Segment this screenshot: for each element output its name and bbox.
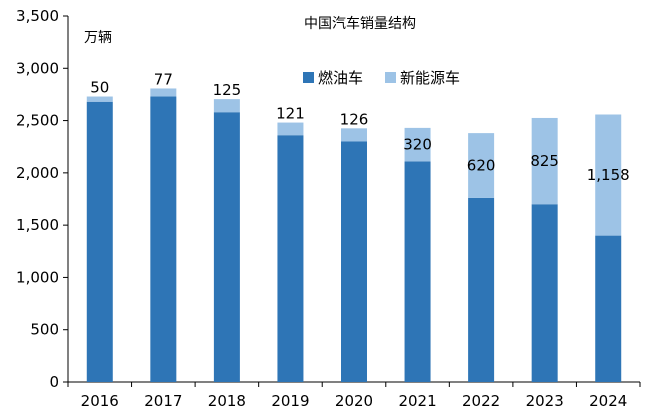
bar-nev (468, 133, 495, 198)
bar-nev (150, 88, 177, 97)
bar-ice (595, 235, 622, 382)
data-label-nev: 125 (213, 81, 242, 99)
y-tick-label: 0 (49, 373, 59, 391)
legend: 燃油车 新能源车 (303, 69, 460, 87)
bar-ice (277, 135, 304, 382)
y-tick-label: 1,500 (16, 216, 59, 234)
bar-ice (150, 96, 177, 383)
x-tick-label: 2020 (335, 392, 373, 410)
data-label-nev: 620 (467, 157, 496, 175)
data-label-nev: 121 (276, 105, 305, 123)
bar-ice (468, 197, 495, 382)
legend-label-ice: 燃油车 (318, 69, 363, 87)
bar-ice (404, 161, 431, 382)
bar-ice (531, 204, 558, 382)
data-label-nev: 126 (340, 110, 369, 128)
x-tick-label: 2016 (81, 392, 119, 410)
data-label-nev: 77 (154, 70, 173, 88)
y-tick-label: 500 (30, 321, 59, 339)
x-tick-label: 2019 (271, 392, 309, 410)
y-tick-label: 1,000 (16, 268, 59, 286)
x-tick-label: 2017 (144, 392, 182, 410)
data-label-nev: 1,158 (587, 166, 630, 184)
bar-ice (341, 141, 367, 382)
x-tick-label: 2018 (208, 392, 246, 410)
bar-nev (277, 122, 304, 136)
chart-title: 中国汽车销量结构 (304, 15, 416, 32)
x-tick-label: 2021 (398, 392, 436, 410)
y-tick-label: 2,500 (16, 112, 59, 130)
unit-label: 万辆 (84, 30, 112, 46)
y-tick-label: 3,500 (16, 7, 59, 25)
bar-nev (213, 99, 240, 113)
bar-nev (595, 114, 622, 236)
data-label-nev: 825 (530, 152, 559, 170)
bar-ice (213, 112, 240, 382)
data-label-nev: 50 (90, 79, 109, 97)
bar-nev (341, 128, 367, 142)
data-label-nev: 320 (403, 136, 432, 154)
plot-area: 0 500 1,000 1,500 2,000 2,500 3,000 3,500 50 2016… (16, 7, 641, 410)
x-tick-label: 2024 (589, 392, 627, 410)
x-tick-label: 2023 (526, 392, 564, 410)
bar-nev (531, 117, 558, 205)
bar-nev (404, 127, 431, 162)
legend-swatch-nev (385, 72, 396, 83)
x-tick-label: 2022 (462, 392, 500, 410)
y-tick-label: 2,000 (16, 164, 59, 182)
legend-swatch-ice (303, 72, 314, 83)
bar-ice (86, 101, 113, 383)
legend-label-nev: 新能源车 (400, 69, 460, 87)
y-tick-label: 3,000 (16, 59, 59, 77)
bar-nev (86, 96, 113, 102)
